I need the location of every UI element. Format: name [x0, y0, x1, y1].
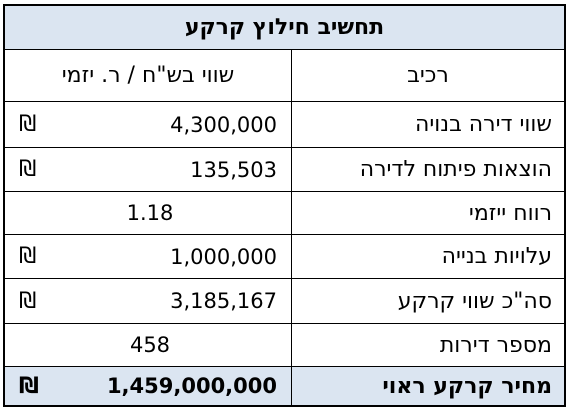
row-label: רווח ייזמי [468, 200, 552, 226]
row-label: מספר דירות [439, 332, 552, 358]
table-title-row: תחשיב חילוץ קרקע [5, 6, 564, 50]
table-row: ₪ 3,185,167 סה"כ שווי קרקע [5, 279, 564, 324]
shekel-icon: ₪ [19, 112, 37, 137]
value-cell: ₪ 1,000,000 [5, 235, 292, 278]
table-row: 1.18 רווח ייזמי [5, 192, 564, 235]
column-header-value: שווי בש"ח / ר. יזמי [5, 50, 292, 101]
row-value: 1,000,000 [170, 244, 277, 269]
table-row: 458 מספר דירות [5, 324, 564, 367]
row-value: 458 [129, 333, 171, 357]
total-value: 1,459,000,000 [106, 374, 277, 398]
table-row: ₪ 135,503 הוצאות פיתוח לדירה [5, 148, 564, 192]
row-value: 4,300,000 [170, 112, 277, 137]
value-cell: 458 [5, 324, 292, 366]
row-value: 135,503 [190, 157, 277, 182]
column-header-component: רכיב [407, 63, 449, 88]
shekel-icon: ₪ [19, 373, 39, 399]
row-value: 1.18 [126, 201, 174, 225]
row-label: סה"כ שווי קרקע [397, 288, 552, 314]
table-header-row: שווי בש"ח / ר. יזמי רכיב [5, 50, 564, 102]
row-value: 3,185,167 [170, 289, 277, 313]
shekel-icon: ₪ [19, 244, 37, 269]
value-cell: ₪ 3,185,167 [5, 279, 292, 323]
total-row: ₪ 1,459,000,000 מחיר קרקע ראוי [5, 367, 564, 405]
row-label: הוצאות פיתוח לדירה [359, 157, 552, 182]
total-label: מחיר קרקע ראוי [382, 373, 552, 399]
table-row: ₪ 4,300,000 שווי דירה בנויה [5, 102, 564, 148]
table-title: תחשיב חילוץ קרקע [184, 15, 385, 40]
row-label: שווי דירה בנויה [414, 112, 552, 137]
value-cell: ₪ 135,503 [5, 148, 292, 191]
shekel-icon: ₪ [19, 288, 37, 314]
table-row: ₪ 1,000,000 עלויות בנייה [5, 235, 564, 279]
row-label: עלויות בנייה [441, 244, 552, 269]
total-value-cell: ₪ 1,459,000,000 [5, 367, 292, 405]
value-cell: 1.18 [5, 192, 292, 234]
land-valuation-table: תחשיב חילוץ קרקע שווי בש"ח / ר. יזמי רכי… [3, 4, 566, 407]
value-cell: ₪ 4,300,000 [5, 102, 292, 147]
shekel-icon: ₪ [19, 157, 37, 182]
